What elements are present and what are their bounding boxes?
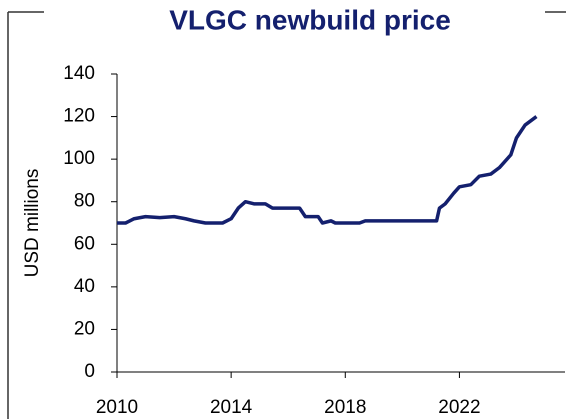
y-tick-label: 40 <box>74 276 95 297</box>
y-tick-label: 100 <box>63 148 95 169</box>
chart-title: VLGC newbuild price <box>169 4 451 35</box>
data-line <box>117 115 538 225</box>
x-tick-label: 2014 <box>210 397 253 418</box>
y-tick-label: 0 <box>84 361 95 382</box>
x-tick-label: 2010 <box>96 397 138 418</box>
y-tick-label: 80 <box>74 191 95 212</box>
y-tick-label: 20 <box>74 318 95 339</box>
y-tick-label: 120 <box>63 106 95 127</box>
y-axis-label: USD millions <box>22 169 43 278</box>
y-tick-label: 60 <box>74 233 95 254</box>
x-tick-label: 2022 <box>438 397 480 418</box>
y-tick-label: 140 <box>63 63 95 84</box>
x-tick-label: 2018 <box>324 397 366 418</box>
